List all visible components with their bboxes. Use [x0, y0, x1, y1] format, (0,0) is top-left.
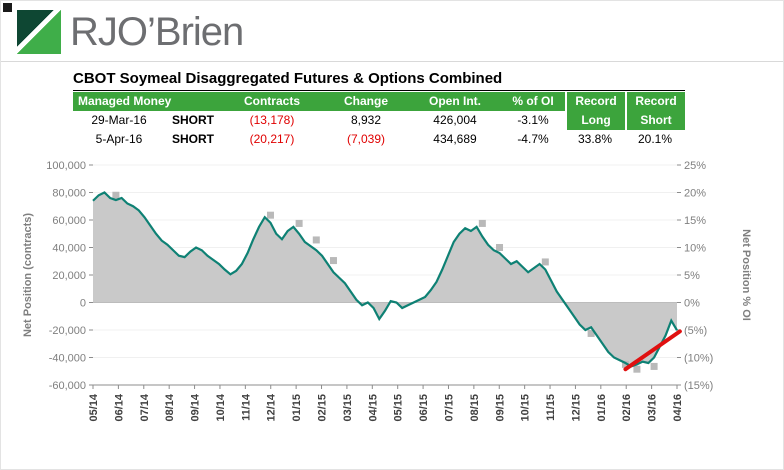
x-axis-label: 02/15: [317, 394, 329, 422]
header-record-long-bottom: Long: [565, 111, 625, 130]
header-record-short-top: Record: [625, 92, 685, 111]
report-content: CBOT Soymeal Disaggregated Futures & Opt…: [73, 70, 685, 149]
pct-oi-marker: [650, 362, 658, 370]
right-axis-title: Net Position % OI: [740, 229, 752, 321]
x-axis-label: 05/15: [393, 394, 405, 422]
row2-open-int: 434,689: [433, 132, 477, 146]
x-axis-label: 09/14: [190, 393, 202, 421]
chart-area: 100,000 25% 80,000 20% 60,000 15% 40,000 10% 20,…: [15, 153, 783, 450]
row1-date: 29-Mar-16: [91, 113, 147, 127]
masthead: RJO’Brien: [1, 1, 783, 62]
row2-record-short: 20.1%: [637, 132, 673, 146]
rjobrien-logo-text: RJO’Brien: [70, 10, 244, 54]
rjobrien-logo-icon: [17, 10, 61, 54]
x-axis-label: 01/16: [596, 394, 608, 422]
x-axis-label: 10/15: [520, 394, 532, 422]
x-axis-label: 12/14: [266, 393, 278, 421]
x-axis-label: 09/15: [494, 394, 506, 422]
row2-date: 5-Apr-16: [95, 132, 143, 146]
row1-change: 8,932: [350, 113, 382, 127]
row1-position: SHORT: [172, 113, 214, 127]
area-fill: [93, 192, 677, 367]
net-position-chart: 100,000 25% 80,000 20% 60,000 15% 40,000 10% 20,…: [22, 160, 752, 422]
row1-pct-of-oi: -3.1%: [517, 113, 549, 127]
pct-oi-marker: [295, 219, 303, 227]
x-axis-label: 12/15: [570, 394, 582, 422]
pct-oi-marker: [266, 211, 274, 219]
y-axis-label-left: 20,000: [52, 270, 86, 282]
y-axis-label-left: 40,000: [52, 243, 86, 255]
positions-table: Managed Money Contracts Change Open Int.…: [73, 92, 685, 149]
report-title: CBOT Soymeal Disaggregated Futures & Opt…: [73, 70, 685, 91]
y-axis-label-left: -20,000: [49, 325, 86, 337]
x-axis-label: 08/14: [164, 393, 176, 421]
header-record-short-bottom: Short: [625, 111, 685, 130]
row2-change: (7,039): [346, 132, 386, 146]
x-axis-label: 10/14: [215, 393, 227, 421]
x-axis-label: 06/14: [113, 393, 125, 421]
y-axis-label-right: 20%: [684, 188, 706, 200]
row2-pct-of-oi: -4.7%: [517, 132, 549, 146]
header-change: Change: [323, 92, 409, 111]
pct-oi-marker: [478, 219, 486, 227]
pct-oi-marker: [329, 257, 337, 265]
header-open-int: Open Int.: [409, 92, 501, 111]
y-axis-label-right: 25%: [684, 160, 706, 172]
y-axis-label-right: 0%: [684, 298, 700, 310]
row2-position: SHORT: [172, 132, 214, 146]
pct-oi-marker: [633, 365, 641, 373]
header-managed-money: Managed Money: [73, 92, 221, 111]
pct-oi-marker: [312, 236, 320, 244]
row2-record-long: 33.8%: [577, 132, 613, 146]
row2-contracts: (20,217): [249, 132, 295, 146]
row1-contracts: (13,178): [249, 113, 295, 127]
y-axis-label-left: -60,000: [49, 380, 86, 392]
pct-oi-marker: [541, 258, 549, 266]
x-axis-label: 07/14: [139, 393, 151, 421]
x-axis-label: 03/16: [647, 394, 659, 422]
x-axis-label: 02/16: [621, 394, 633, 422]
header-pct-of-oi: % of OI: [501, 92, 565, 111]
x-axis-label: 06/15: [418, 394, 430, 422]
corner-mark: [3, 3, 12, 12]
x-axis-label: 11/15: [545, 394, 557, 421]
x-axis-label: 04/15: [367, 394, 379, 422]
x-axis-label: 11/14: [240, 393, 252, 421]
net-position-line: [92, 191, 678, 368]
y-axis-label-right: 15%: [684, 215, 706, 227]
y-axis-label-right: (5%): [684, 325, 707, 337]
y-axis-label-right: (15%): [684, 380, 713, 392]
left-axis-title: Net Position (contracts): [22, 213, 34, 337]
trend-annotation-line: [623, 329, 682, 372]
x-axis-label: 03/15: [342, 394, 354, 422]
header-record-long-top: Record: [565, 92, 625, 111]
y-axis-label-left: 100,000: [46, 160, 86, 172]
y-axis-label-right: 5%: [684, 270, 700, 282]
y-axis-label-right: 10%: [684, 243, 706, 255]
y-axis-label-left: 60,000: [52, 215, 86, 227]
header-contracts: Contracts: [221, 92, 323, 111]
y-axis-label-left: 80,000: [52, 188, 86, 200]
row1-open-int: 426,004: [433, 113, 477, 127]
y-axis-label-left: 0: [80, 298, 86, 310]
x-axis-label: 01/15: [291, 394, 303, 422]
pct-oi-marker: [112, 191, 120, 199]
y-axis-label-right: (10%): [684, 353, 713, 365]
x-axis-label: 08/15: [469, 394, 481, 422]
x-axis-label: 04/16: [672, 394, 684, 422]
x-axis-label: 05/14: [88, 393, 100, 421]
x-axis-label: 07/15: [443, 394, 455, 422]
pct-oi-marker: [496, 244, 504, 251]
pct-oi-marker: [587, 329, 595, 337]
pct-oi-marker: [621, 360, 629, 368]
y-axis-label-left: -40,000: [49, 353, 86, 365]
